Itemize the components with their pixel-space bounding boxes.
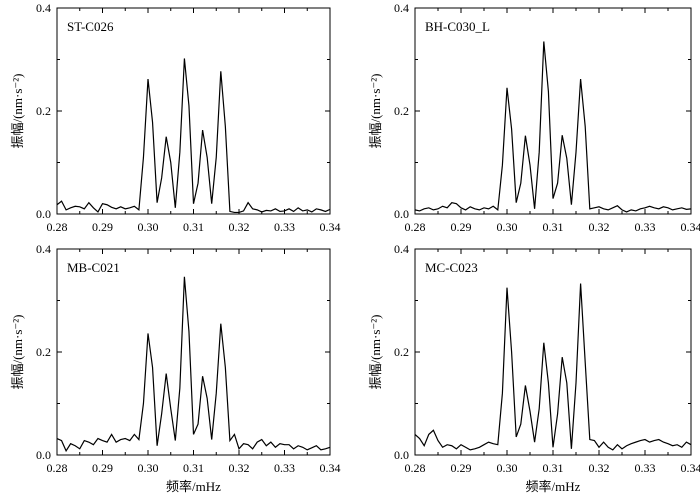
y-tick-label: 0.4 (36, 242, 51, 256)
series-line-MC-C023 (414, 283, 692, 451)
y-axis-label: 振幅/(nm·s⁻²) (368, 314, 383, 389)
x-tick-label: 0.28 (405, 220, 426, 234)
x-tick-label: 0.34 (320, 461, 341, 475)
panel-title: BH-C030_L (425, 19, 490, 34)
y-tick-label: 0.0 (36, 448, 51, 462)
x-tick-label: 0.33 (274, 461, 295, 475)
y-tick-label: 0.2 (394, 345, 409, 359)
x-tick-label: 0.31 (543, 461, 564, 475)
plot-frame (414, 248, 692, 456)
y-tick-label: 0.4 (394, 1, 409, 15)
x-tick-label: 0.34 (681, 461, 700, 475)
x-tick-label: 0.31 (183, 220, 204, 234)
chart-panel-4: 0.28 0.29 0.30 0.31 0.32 0.33 0.34 0.0 0.2 0.4 振幅/… (368, 242, 700, 494)
x-tick-label: 0.30 (497, 461, 518, 475)
series-line-ST-C026 (56, 58, 331, 214)
y-axis-label: 振幅/(nm·s⁻²) (10, 73, 25, 148)
x-tick-label: 0.30 (497, 220, 518, 234)
x-tick-label: 0.28 (405, 461, 426, 475)
y-tick-label: 0.2 (36, 345, 51, 359)
x-tick-label: 0.31 (183, 461, 204, 475)
y-tick-label: 0.2 (394, 104, 409, 118)
chart-panel-1: 0.28 0.29 0.30 0.31 0.32 0.33 0.34 0.0 0.2 0.4 振幅/… (10, 1, 341, 234)
x-axis-label: 频率/mHz (166, 479, 221, 494)
y-tick-label: 0.0 (394, 448, 409, 462)
plot-frame (414, 7, 692, 215)
series-line-MB-C021 (56, 276, 331, 453)
x-tick-label: 0.34 (681, 220, 700, 234)
x-tick-label: 0.28 (47, 461, 68, 475)
x-tick-label: 0.32 (589, 220, 610, 234)
x-tick-label: 0.30 (138, 461, 159, 475)
x-tick-label: 0.29 (92, 461, 113, 475)
x-tick-label: 0.29 (92, 220, 113, 234)
chart-panel-3: 0.28 0.29 0.30 0.31 0.32 0.33 0.34 0.0 0.2 0.4 振幅/… (10, 242, 341, 494)
y-axis-label: 振幅/(nm·s⁻²) (10, 314, 25, 389)
y-tick-label: 0.4 (394, 242, 409, 256)
x-tick-label: 0.33 (635, 461, 656, 475)
chart-panel-2: 0.28 0.29 0.30 0.31 0.32 0.33 0.34 0.0 0.2 0.4 振幅/… (368, 1, 700, 234)
x-tick-label: 0.32 (589, 461, 610, 475)
x-tick-label: 0.29 (451, 220, 472, 234)
panel-title: MC-C023 (425, 260, 478, 275)
y-tick-label: 0.0 (36, 207, 51, 221)
x-tick-label: 0.30 (138, 220, 159, 234)
x-axis-label: 频率/mHz (526, 479, 581, 494)
panel-title: ST-C026 (67, 19, 114, 34)
series-line-BH-C030_L (414, 41, 692, 213)
x-tick-label: 0.29 (451, 461, 472, 475)
x-tick-label: 0.34 (320, 220, 341, 234)
x-tick-label: 0.33 (635, 220, 656, 234)
y-axis-label: 振幅/(nm·s⁻²) (368, 73, 383, 148)
x-tick-label: 0.33 (274, 220, 295, 234)
plot-frame (56, 7, 331, 215)
x-tick-label: 0.28 (47, 220, 68, 234)
x-tick-label: 0.32 (229, 461, 250, 475)
y-tick-label: 0.4 (36, 1, 51, 15)
panel-title: MB-C021 (67, 260, 120, 275)
y-tick-label: 0.2 (36, 104, 51, 118)
x-tick-label: 0.32 (229, 220, 250, 234)
x-tick-label: 0.31 (543, 220, 564, 234)
y-tick-label: 0.0 (394, 207, 409, 221)
